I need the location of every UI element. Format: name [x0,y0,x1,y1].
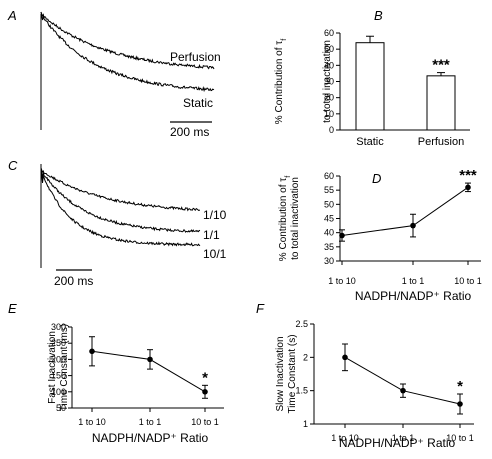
trace-perfusion [40,11,215,70]
y-tick-label: 250 [51,338,66,348]
panel-letter-a: A [7,8,17,23]
y-tick-label: 200 [51,354,66,364]
y-tick-label: 1 [303,419,308,429]
data-point [202,389,208,395]
label-10-1: 10/1 [203,247,227,261]
x-tick-label: 1 to 1 [402,276,425,286]
panel-a: A Perfusion Static 200 ms [7,8,221,139]
y-tick-label: 150 [51,371,66,381]
x-tick-label: Perfusion [418,136,464,148]
data-point [410,222,416,229]
x-tick-label: 1 to 10 [78,417,106,427]
bar [355,42,385,131]
y-tick-label: 60 [324,28,334,38]
trace-1-1 [40,167,201,233]
y-tick-label: 50 [324,44,334,54]
trace-1-10 [40,167,201,212]
x-tick-label: 1 to 10 [331,433,359,443]
panel-letter-f: F [256,301,265,316]
x-tick-label: 10 to 1 [191,417,219,427]
x-tick-label: 1 to 10 [328,276,356,286]
data-point [339,232,345,239]
significance-marker: * [202,369,208,386]
y-tick-label: 2.5 [295,319,308,329]
y-tick-label: 100 [51,387,66,397]
significance-marker: * [457,378,463,395]
data-point [400,387,406,394]
x-tick-label: 1 to 1 [139,417,162,427]
y-tick-label: 50 [56,403,66,413]
data-point [147,356,153,363]
y-tick-label: 55 [324,185,334,195]
x-tick-label: 10 to 1 [454,276,482,286]
y-tick-label: 30 [324,256,334,266]
y-tick-label: 35 [324,242,334,252]
x-axis-title: NADPH/NADP⁺ Ratio [355,289,472,303]
x-tick-label: 10 to 1 [446,433,474,443]
label-1-10: 1/10 [203,208,227,222]
panel-letter-b: B [374,8,383,23]
label-1-1: 1/1 [203,228,220,242]
data-point [465,184,471,191]
y-tick-label: 30 [324,77,334,87]
significance-marker: *** [459,167,477,184]
y-tick-label: 40 [324,60,334,70]
y-tick-label: 0 [329,125,334,135]
trace-static [40,11,215,93]
scalebar-a-label: 200 ms [170,125,209,139]
y-axis-title: Slow InactivationTime Constant (s) [275,334,298,413]
y-tick-label: 1.5 [295,386,308,396]
chart-f: F 1 1.5 2 2.5 Slow InactivationTime Constant … [256,301,474,450]
scalebar-c-label: 200 ms [54,274,93,288]
y-axis-title: Fast InactivationTime Constant (ms) [47,324,70,411]
y-tick-label: 45 [324,214,334,224]
significance-marker: *** [432,57,450,74]
y-tick-label: 10 [324,109,334,119]
data-point [342,354,348,361]
y-tick-label: 40 [324,228,334,238]
panel-c: C 1/10 1/1 10/1 200 ms [8,158,227,288]
panel-letter-e: E [8,301,17,316]
label-perfusion: Perfusion [170,50,221,64]
y-tick-label: 20 [324,93,334,103]
chart-d: D 30 35 40 45 50 55 60 % Contribution of τfto to… [278,167,482,303]
data-point [89,348,95,355]
y-tick-label: 300 [51,322,66,332]
y-axis-title: % Contribution of τfto total inactivatio… [278,176,301,261]
series-line [341,186,469,236]
y-tick-label: 2 [303,352,308,362]
x-axis-title: NADPH/NADP⁺ Ratio [92,431,209,445]
y-tick-label: 60 [324,171,334,181]
x-tick-label: 1 to 1 [392,433,415,443]
chart-b: B 0 10 20 30 40 50 60% Contribution of τfto tot… [274,8,470,148]
panel-letter-c: C [8,158,18,173]
bar [426,75,456,131]
y-tick-label: 50 [324,199,334,209]
trace-10-1 [40,167,201,247]
x-axis-title: NADPH/NADP⁺ Ratio [339,436,456,450]
label-static: Static [183,96,213,110]
x-tick-label: Static [356,136,384,148]
y-axis-title: % Contribution of τfto total inactivatio… [274,39,333,124]
panel-letter-d: D [372,171,381,186]
data-point [457,401,463,407]
